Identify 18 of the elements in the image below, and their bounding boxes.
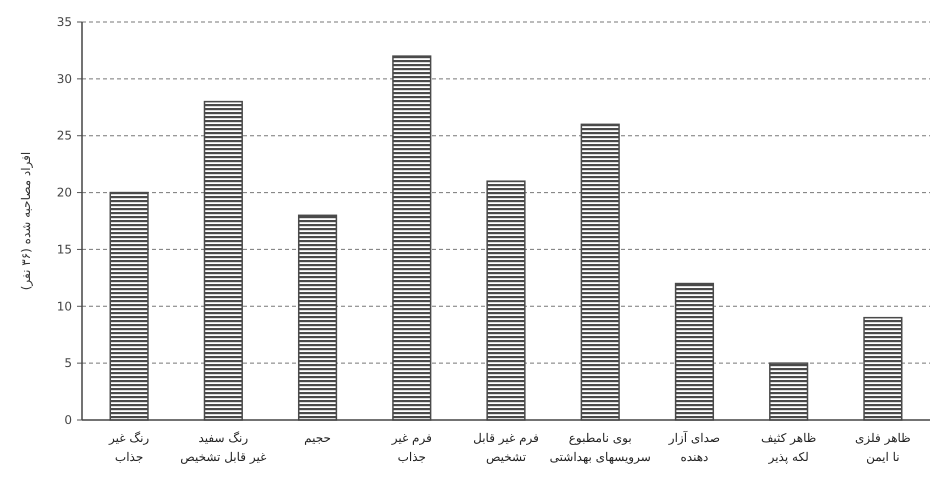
x-tick-label: ظاهر فلزی نا ایمن	[855, 431, 911, 464]
y-tick-label: 0	[64, 413, 72, 427]
y-tick-label: 15	[56, 242, 72, 256]
x-tick-label: رنگ غیر جذاب	[108, 431, 150, 464]
y-tick-label: 20	[56, 186, 72, 200]
x-tick-label: ظاهر کثیف لکه پذیر	[760, 431, 816, 464]
x-tick-label: رنگ سفید غیر قابل تشخیص	[180, 431, 266, 464]
x-tick-label: فرم غیر جذاب	[390, 431, 432, 464]
x-tick-label: حجیم	[304, 431, 331, 445]
y-tick-label: 5	[64, 356, 72, 370]
y-tick-label: 25	[56, 128, 72, 143]
x-tick-label: صدای آزار دهنده	[668, 430, 720, 464]
y-axis-title: افراد مصاحبه شده (۳۶ نفر)	[19, 152, 33, 290]
y-tick-label: 35	[56, 15, 72, 29]
x-tick-label: بوی نامطبوع سرویسهای بهداشتی	[550, 431, 651, 464]
y-tick-label: 30	[56, 72, 72, 86]
y-tick-label: 10	[56, 299, 72, 314]
x-tick-label: فرم غیر قابل تشخیص	[473, 431, 539, 464]
